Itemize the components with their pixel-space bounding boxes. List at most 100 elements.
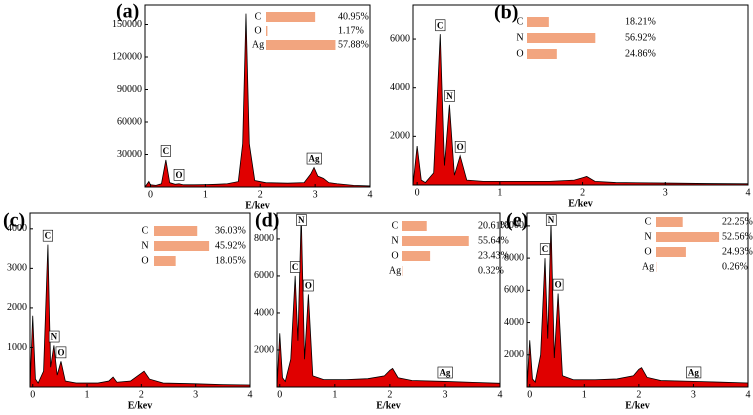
peak-label-box bbox=[545, 214, 557, 226]
composition-bar bbox=[266, 40, 336, 50]
peak-label: N bbox=[298, 215, 305, 225]
composition-label: 52.56% bbox=[722, 231, 753, 242]
y-tick-label: 10000 bbox=[499, 220, 524, 231]
composition-label: 1.17% bbox=[338, 25, 364, 36]
element-name: N bbox=[391, 235, 398, 246]
peak-label-box bbox=[435, 19, 446, 32]
peak-label: Ag bbox=[309, 154, 320, 164]
peak-label: Ag bbox=[439, 368, 450, 378]
x-tick-label: 4 bbox=[746, 187, 751, 198]
x-tick-label: 4 bbox=[368, 189, 373, 200]
composition-bar bbox=[402, 251, 431, 261]
peak-label: C bbox=[163, 146, 170, 156]
composition-label: 55.64% bbox=[478, 235, 509, 246]
plot-frame bbox=[526, 212, 749, 388]
composition-bar bbox=[527, 33, 596, 43]
peak-label-box bbox=[173, 169, 185, 181]
x-tick-label: 1 bbox=[203, 189, 208, 200]
peak-label: Ag bbox=[688, 367, 699, 377]
element-name: C bbox=[645, 216, 652, 227]
composition-label: 36.03% bbox=[215, 225, 246, 236]
y-tick-label: 6000 bbox=[504, 285, 524, 296]
x-tick-label: 1 bbox=[497, 187, 502, 198]
y-tick-label: 8000 bbox=[254, 233, 274, 244]
x-tick-label: 2 bbox=[580, 187, 585, 198]
element-name: O bbox=[644, 246, 651, 257]
peak-label: C bbox=[292, 262, 299, 272]
peak-label-box bbox=[539, 243, 551, 255]
element-name: C bbox=[255, 11, 262, 22]
peak-label-box bbox=[437, 366, 453, 379]
composition-label: 20.61% bbox=[478, 220, 509, 231]
y-tick-label: 30000 bbox=[117, 149, 142, 160]
composition-label: 18.05% bbox=[215, 255, 246, 266]
peak-label-box bbox=[306, 152, 322, 165]
composition-label: 22.25% bbox=[722, 216, 753, 227]
element-name: O bbox=[141, 255, 148, 266]
peak-label-box bbox=[48, 330, 60, 343]
y-tick-label: 2000 bbox=[7, 302, 27, 313]
plot-frame bbox=[412, 4, 749, 186]
composition-label: 24.86% bbox=[625, 48, 656, 59]
composition-bar bbox=[402, 221, 427, 231]
element-name: N bbox=[516, 32, 523, 43]
peak-label-box bbox=[160, 145, 171, 157]
spectrum-area bbox=[30, 244, 250, 387]
x-tick-label: 0 bbox=[415, 187, 420, 198]
composition-label: 0.26% bbox=[722, 261, 748, 272]
x-tick-label: 1 bbox=[332, 389, 337, 400]
x-tick-label: 2 bbox=[258, 189, 263, 200]
element-name: O bbox=[254, 25, 261, 36]
plot-frame bbox=[29, 212, 251, 388]
y-tick-label: 4000 bbox=[390, 82, 410, 93]
x-tick-label: 0 bbox=[148, 189, 153, 200]
composition-label: 24.93% bbox=[722, 246, 753, 257]
x-tick-label: 2 bbox=[636, 389, 641, 400]
peak-label: C bbox=[437, 20, 444, 30]
element-name: Ag bbox=[642, 261, 654, 272]
x-axis-label: E/kev bbox=[376, 400, 400, 411]
panel-label: (a) bbox=[116, 1, 139, 23]
panel-label: (c) bbox=[3, 210, 25, 232]
peak-label: O bbox=[57, 347, 64, 357]
spectrum-area bbox=[413, 34, 748, 185]
composition-bar bbox=[656, 247, 686, 257]
composition-bar bbox=[402, 236, 469, 246]
panel-label: (e) bbox=[506, 210, 528, 232]
element-name: C bbox=[517, 16, 524, 27]
peak-label-box bbox=[444, 89, 455, 102]
y-tick-label: 4000 bbox=[7, 223, 27, 234]
peak-label-box bbox=[296, 214, 307, 226]
x-axis-label: E/kev bbox=[128, 400, 152, 411]
y-tick-label: 1000 bbox=[7, 342, 27, 353]
x-tick-label: 2 bbox=[387, 389, 392, 400]
plot-frame bbox=[276, 212, 501, 388]
element-name: C bbox=[142, 225, 149, 236]
y-tick-label: 90000 bbox=[117, 84, 142, 95]
y-tick-label: 2000 bbox=[504, 349, 524, 360]
x-tick-label: 4 bbox=[248, 389, 253, 400]
composition-bar bbox=[527, 49, 557, 59]
composition-bar bbox=[266, 26, 268, 36]
plot-frame bbox=[144, 4, 371, 188]
element-name: Ag bbox=[252, 39, 264, 50]
peak-label: O bbox=[176, 170, 183, 180]
x-tick-label: 3 bbox=[193, 389, 198, 400]
composition-bar bbox=[656, 217, 683, 227]
peak-label: N bbox=[446, 91, 453, 101]
peak-label: O bbox=[457, 142, 464, 152]
peak-label-box bbox=[686, 366, 702, 379]
element-name: N bbox=[141, 240, 148, 251]
y-tick-label: 2000 bbox=[254, 344, 274, 355]
composition-label: 57.88% bbox=[338, 39, 369, 50]
composition-bar bbox=[154, 226, 198, 236]
composition-label: 56.92% bbox=[625, 32, 656, 43]
peak-label-box bbox=[303, 279, 314, 292]
x-tick-label: 0 bbox=[30, 389, 35, 400]
composition-bar bbox=[154, 256, 176, 266]
x-tick-label: 1 bbox=[582, 389, 587, 400]
y-tick-label: 120000 bbox=[112, 51, 142, 62]
y-tick-label: 150000 bbox=[112, 19, 142, 30]
spectrum-area bbox=[277, 214, 500, 387]
